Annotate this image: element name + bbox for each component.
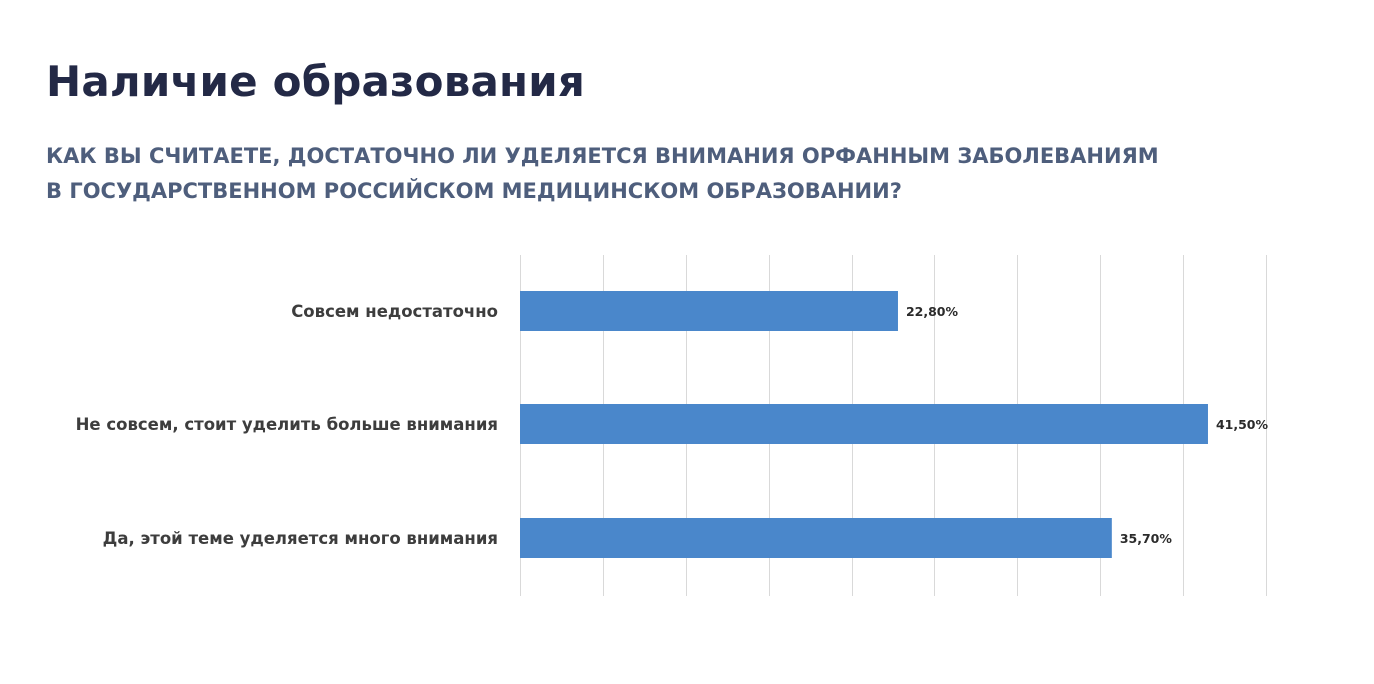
question-line-2: В ГОСУДАРСТВЕННОМ РОССИЙСКОМ МЕДИЦИНСКОМ… [46,179,902,203]
bar-1 [520,404,1208,444]
category-label-0: Совсем недостаточно [291,302,498,321]
value-label-2: 35,70% [1120,531,1173,546]
page-title: Наличие образования [46,57,586,106]
bar-2 [520,518,1112,558]
value-label-0: 22,80% [906,304,959,319]
value-label-1: 41,50% [1216,417,1269,432]
category-label-1: Не совсем, стоит уделить больше внимания [76,415,498,434]
bar-0 [520,291,898,331]
chart-question: КАК ВЫ СЧИТАЕТЕ, ДОСТАТОЧНО ЛИ УДЕЛЯЕТСЯ… [46,139,1159,209]
question-line-1: КАК ВЫ СЧИТАЕТЕ, ДОСТАТОЧНО ЛИ УДЕЛЯЕТСЯ… [46,144,1159,168]
category-label-2: Да, этой теме уделяется много внимания [103,529,498,548]
